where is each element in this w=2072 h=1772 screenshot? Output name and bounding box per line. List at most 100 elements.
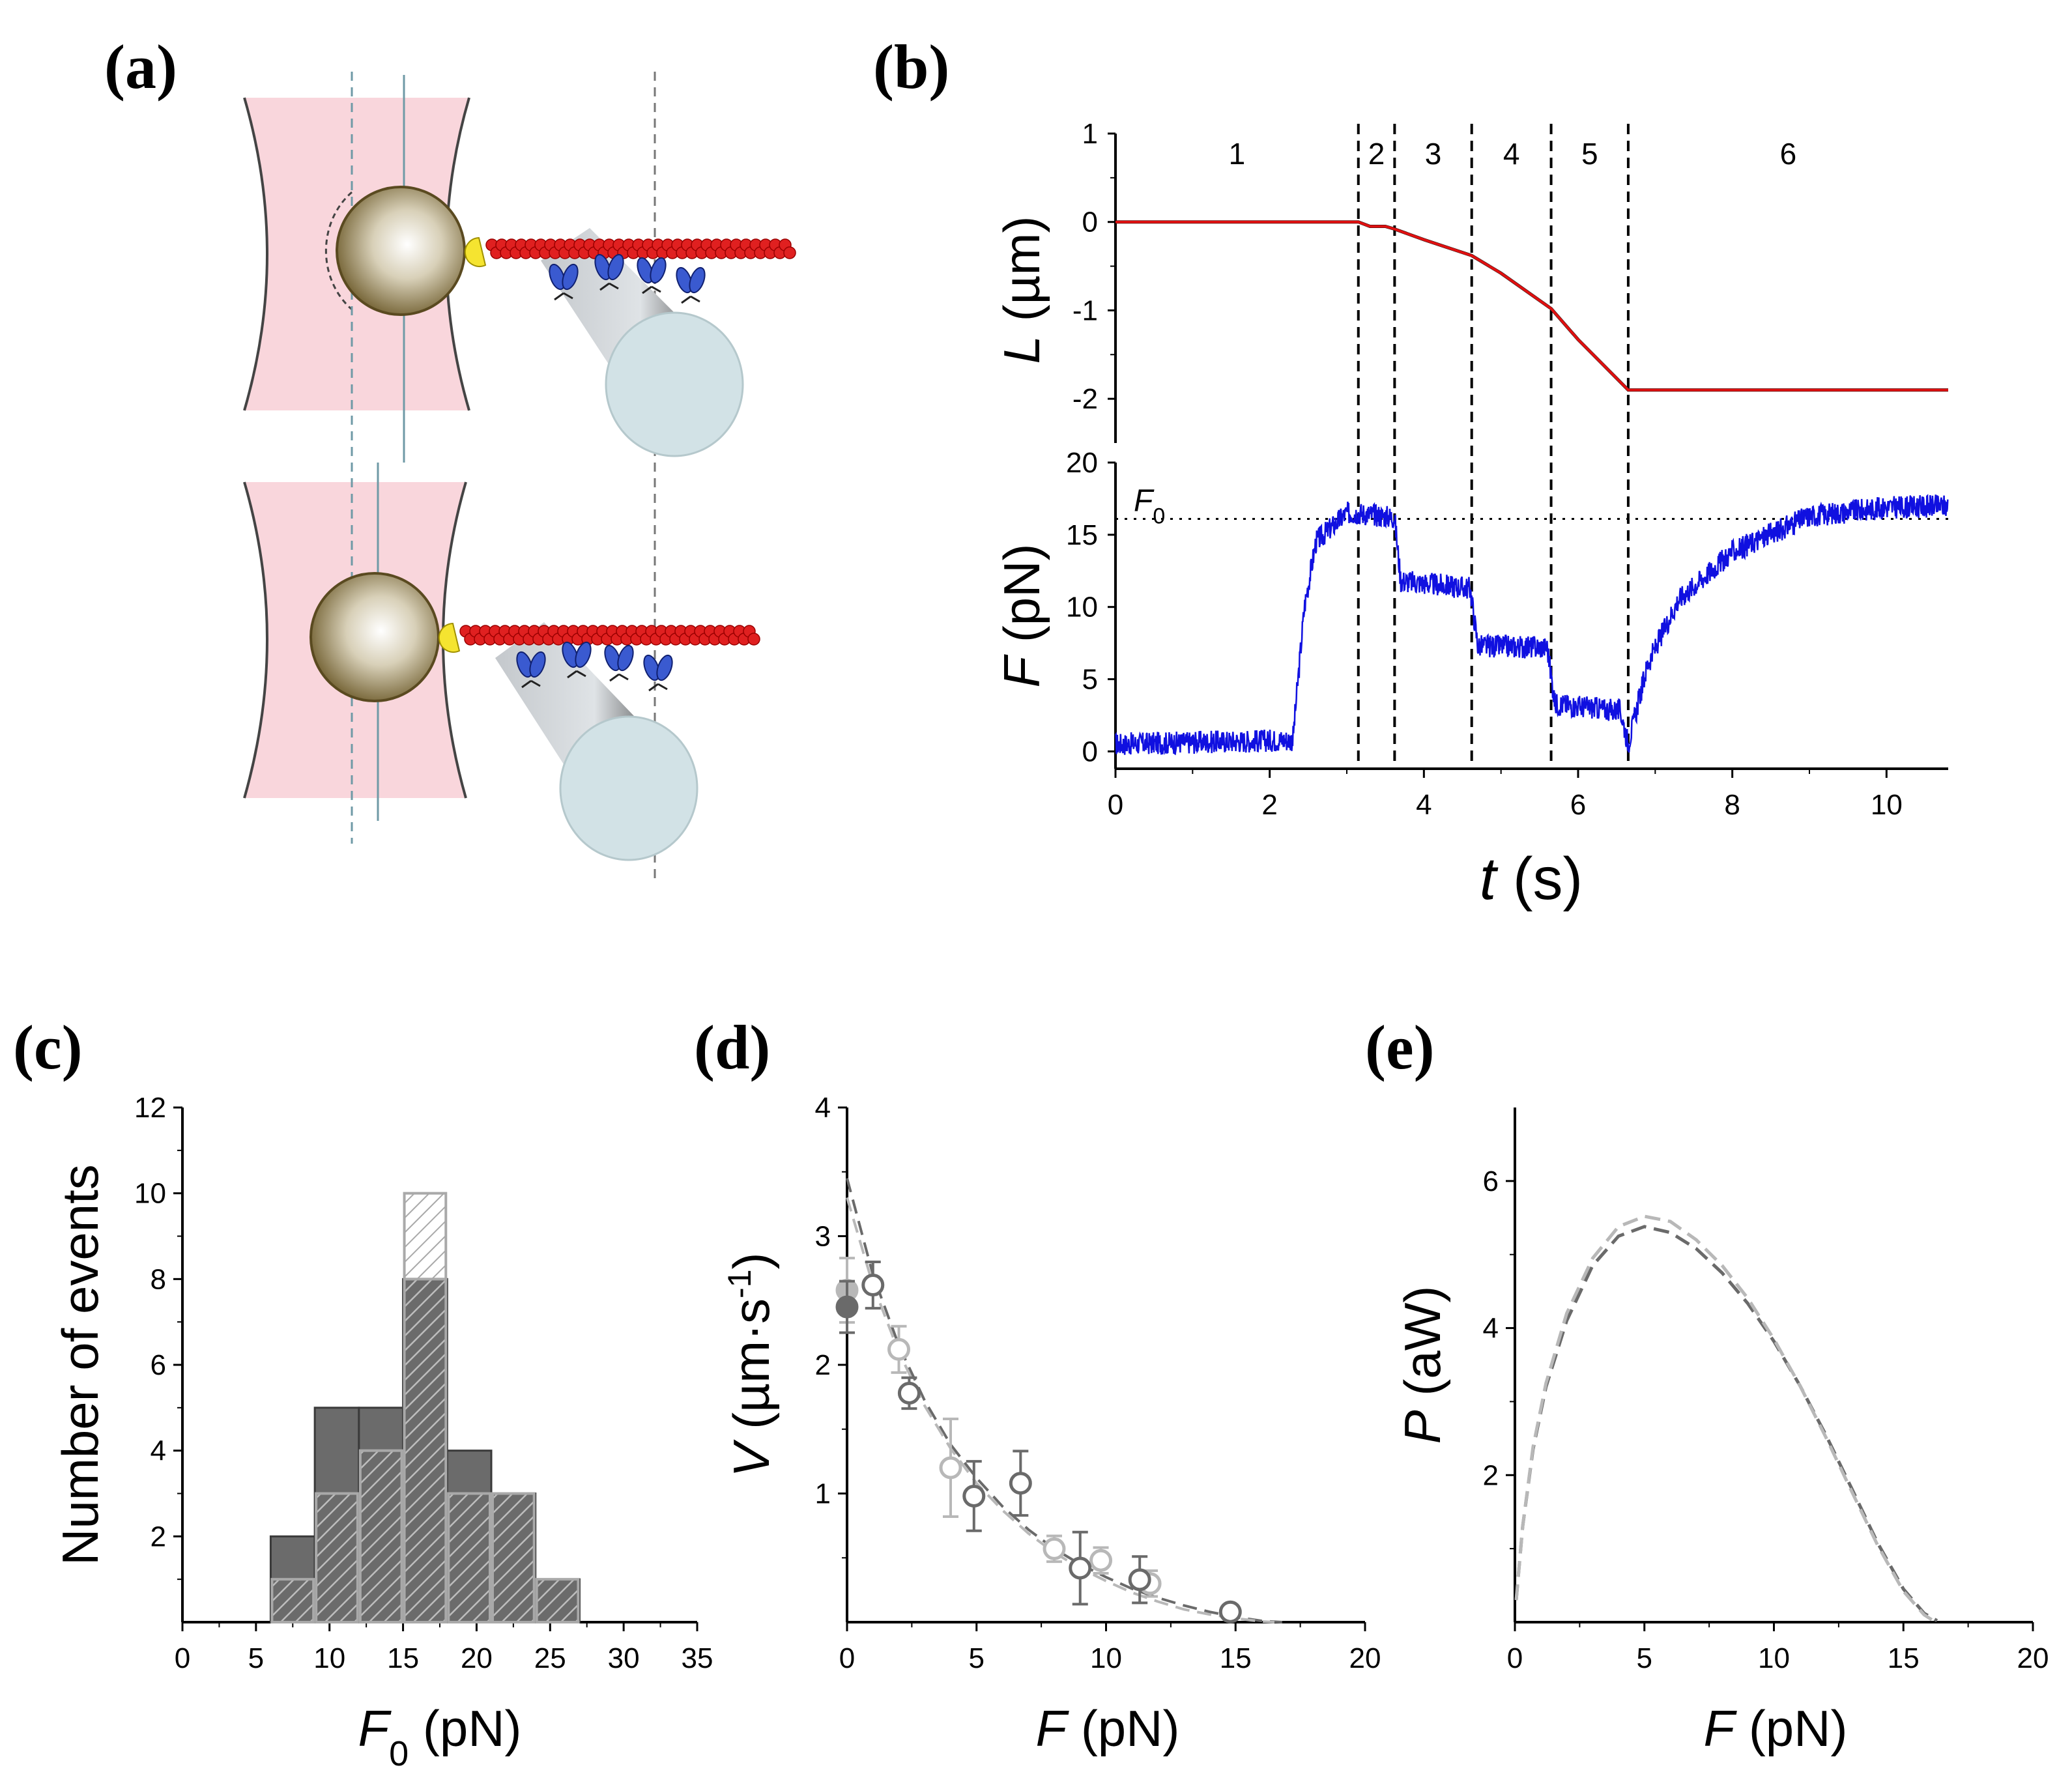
b-f0-label: F0 [1134,483,1165,528]
d-xlabel: F (pN) [1036,1700,1180,1757]
myosin-head [516,651,533,678]
c-ytick-label: 8 [151,1263,166,1295]
b-xtick-label: 8 [1724,789,1740,821]
myosin-tail [648,683,668,692]
d-data-point [897,1381,921,1405]
b-bottom-ylabel-var: F [993,654,1050,688]
b-segment-label: 1 [1229,137,1246,171]
d-ylabel-sup: -1 [721,1269,758,1298]
e-power-curve [1514,1214,1936,1623]
b-force-trace [1114,494,1949,756]
b-segment-label: 3 [1425,137,1442,171]
b-xlabel-var: t [1480,846,1499,912]
d-data-point [962,1484,986,1508]
d-ylabel-tail: ) [723,1252,780,1269]
c-bar-hatched [270,1578,315,1624]
c-bar-hatched [491,1492,536,1623]
b-segment-label: 5 [1581,137,1598,171]
myosin-head [562,641,579,668]
myosin-head [656,654,673,681]
myosin-heads-top [549,253,706,304]
c-xtick-label: 10 [313,1642,345,1674]
c-ytick-label: 2 [151,1521,166,1552]
myosin-tail [521,679,541,689]
d-ytick-label: 2 [815,1349,831,1381]
c-ytick-label: 4 [151,1435,166,1467]
b-xtick-label: 0 [1108,789,1123,821]
e-xtick-label: 5 [1637,1642,1652,1674]
b-top-ylabel: L (µm) [993,216,1050,364]
e-xtick-label: 15 [1888,1642,1920,1674]
myosin-head [594,253,611,281]
actin-filament-top [485,238,796,259]
c-xlabel-unit: (pN) [409,1700,521,1757]
e-xtick-label: 20 [2017,1642,2049,1674]
d-data-point [1128,1568,1151,1592]
panel-label-d: (d) [694,1012,770,1082]
b-top-ytick-label: -1 [1072,294,1098,326]
cylinder-top [541,228,744,457]
b-xtick-label: 2 [1261,789,1277,821]
d-ytick-label: 1 [815,1478,831,1510]
cylinder-bottom [495,622,698,861]
e-ylabel-var: P [1394,1410,1451,1444]
c-ylabel: Number of events [51,1164,109,1565]
b-length-trace-black [1115,220,1948,392]
c-bar-hatched-extra [403,1192,448,1281]
d-data-point [861,1274,885,1297]
e-ylabel: P (aW) [1394,1286,1451,1444]
c-bar-hatched [403,1278,448,1624]
myosin-head [529,651,546,678]
d-xtick-label: 0 [839,1642,855,1674]
c-ytick-label: 10 [134,1178,166,1210]
e-power-curve [1514,1225,1938,1622]
e-ytick-label: 4 [1483,1313,1499,1345]
b-bottom-ytick-label: 20 [1066,447,1098,479]
b-length-trace [1115,220,1948,392]
d-ytick-label: 3 [815,1221,831,1253]
bead-bottom [309,572,440,702]
myosin-head [676,266,693,294]
c-ytick-label: 12 [134,1092,166,1124]
c-xtick-label: 35 [682,1642,713,1674]
c-xtick-label: 15 [387,1642,419,1674]
myosin-head [637,257,654,284]
d-ylabel-var: V [723,1439,780,1478]
c-xtick-label: 25 [534,1642,566,1674]
d-xtick-label: 15 [1220,1642,1252,1674]
d-xlabel-unit: (pN) [1067,1700,1179,1757]
e-xlabel-var: F [1704,1700,1738,1757]
myosin-head [562,263,579,291]
b-top-ytick-label: 0 [1082,207,1098,238]
myosin-tail [681,295,700,304]
b-xtick-label: 6 [1570,789,1586,821]
b-f0-label-var: F [1134,483,1155,518]
panel-label-a: (a) [104,32,177,102]
actin-filament-bottom [459,625,760,646]
myosin-head [617,644,634,672]
myosin-head [575,641,592,668]
schematic-a [243,72,796,883]
d-ylabel: V (µm·s-1) [721,1252,780,1477]
d-data-point [835,1295,859,1319]
b-top-ytick-label: 1 [1082,118,1098,150]
e-xlabel-unit: (pN) [1734,1700,1847,1757]
myosin-tail [554,292,573,301]
d-data-point [1218,1600,1242,1623]
myosin-head [604,644,621,672]
chart-d: 0 5 10 15 20 1 2 3 4 V (µm·s-1) F (pN) [721,1092,1381,1757]
b-bottom-ytick-label: 0 [1082,736,1098,767]
d-xtick-label: 10 [1090,1642,1122,1674]
b-top-ylabel-unit: (µm) [993,216,1050,336]
myosin-head [607,253,624,281]
b-xlabel-unit: (s) [1496,846,1583,912]
e-ytick-label: 6 [1483,1165,1499,1197]
c-xlabel-sub: 0 [389,1734,409,1772]
c-ytick-label: 6 [151,1349,166,1381]
myosin-head [549,263,566,291]
d-data-point [887,1337,910,1361]
myosin-tail [599,282,619,291]
e-xlabel: F (pN) [1704,1700,1848,1757]
